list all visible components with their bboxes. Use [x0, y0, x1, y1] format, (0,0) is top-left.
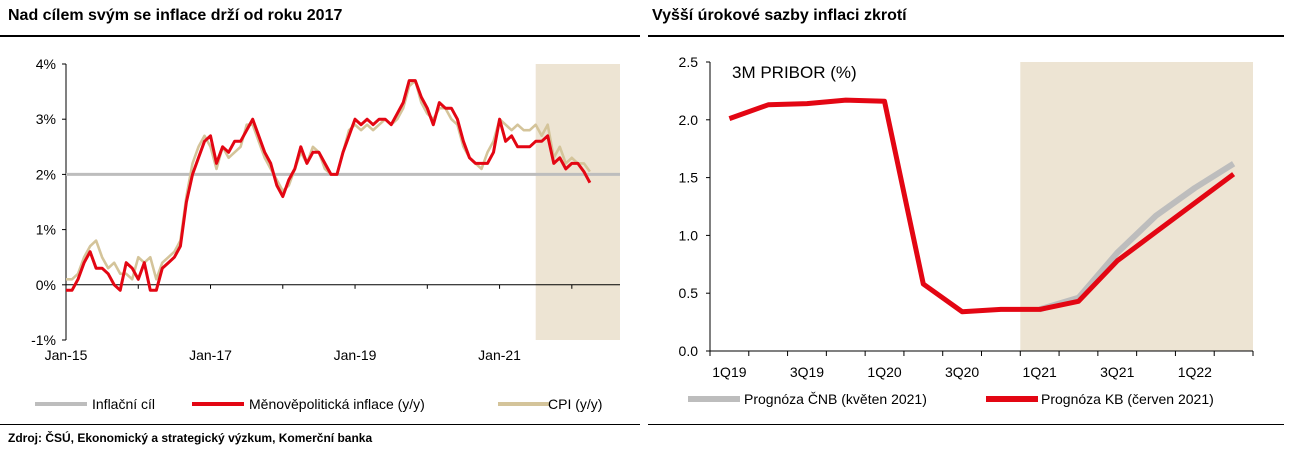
forecast-shade	[535, 64, 620, 340]
y-tick-label: 2%	[36, 166, 56, 182]
x-tick-label: Jan-19	[334, 347, 377, 363]
right-pribor-chart: 3M PRIBOR (%) 2.5 2.0 1.5 1.0 0.5 0.0 1Q19 3Q19 1…	[679, 54, 1254, 407]
x-tick-label: Jan-21	[478, 347, 521, 363]
left-title-rule	[0, 35, 640, 37]
chart-annotation: 3M PRIBOR (%)	[732, 63, 857, 82]
x-tick-label: 1Q19	[712, 364, 746, 380]
y-tick-label: 3%	[36, 111, 56, 127]
y-tick-label: -1%	[31, 332, 56, 348]
y-tick-label: 0.0	[679, 343, 699, 359]
legend-label: Inflační cíl	[92, 396, 155, 412]
legend-label: Prognóza ČNB (květen 2021)	[744, 391, 927, 407]
y-tick-label: 2.0	[679, 112, 699, 128]
left-bottom-rule	[0, 424, 640, 425]
legend-label: Prognóza KB (červen 2021)	[1041, 391, 1214, 407]
y-tick-label: 1.0	[679, 227, 699, 243]
x-tick-label: Jan-17	[189, 347, 232, 363]
left-inflation-chart: 4% 3% 2% 1% 0% -1%Jan-15 Jan-17 Jan-19 Jan-21 Inf…	[31, 56, 620, 412]
x-tick-label: 1Q22	[1178, 364, 1212, 380]
y-tick-label: 1%	[36, 222, 56, 238]
x-tick-label: 3Q20	[945, 364, 979, 380]
x-tick-label: 1Q21	[1023, 364, 1057, 380]
y-tick-label: 0.5	[679, 285, 699, 301]
x-tick-label: Jan-15	[45, 347, 88, 363]
series-line-cpi-y-y	[66, 79, 591, 281]
y-tick-label: 0%	[36, 277, 56, 293]
y-tick-label: 1.5	[679, 170, 699, 186]
x-tick-label: 3Q19	[790, 364, 824, 380]
right-chart-title: Vyšší úrokové sazby inflaci zkrotí	[652, 7, 907, 24]
y-tick-label: 2.5	[679, 54, 699, 70]
right-title-rule	[648, 35, 1284, 37]
source-note: Zdroj: ČSÚ, Ekonomický a strategický výz…	[8, 431, 373, 445]
y-tick-label: 4%	[36, 56, 56, 72]
series-line-m-nov-politick-inflace-y-y	[66, 79, 592, 292]
right-bottom-rule	[648, 424, 1284, 425]
x-tick-label: 3Q21	[1100, 364, 1134, 380]
legend-label: CPI (y/y)	[548, 396, 602, 412]
left-chart-title: Nad cílem svým se inflace drží od roku 2…	[8, 7, 343, 24]
series-line-progn-za-kb-erven-2021	[728, 97, 1236, 315]
series-line-progn-za-nb-kv-ten-2021	[1038, 161, 1236, 313]
legend-label: Měnověpolitická inflace (y/y)	[249, 396, 425, 412]
x-tick-label: 1Q20	[867, 364, 901, 380]
